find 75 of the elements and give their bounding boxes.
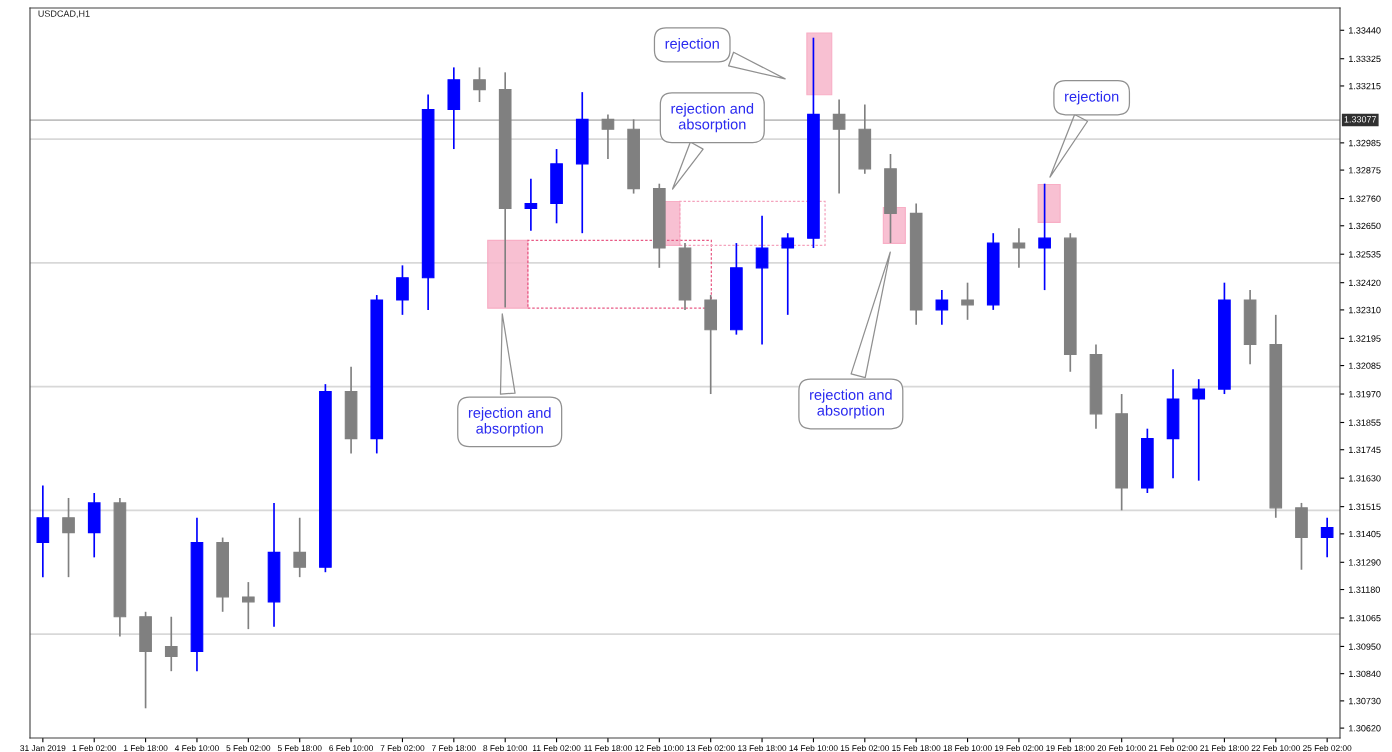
candlestick	[755, 215, 769, 346]
y-tick-label: 1.32760	[1349, 195, 1381, 202]
x-tick-label: 6 Feb 10:00	[329, 744, 373, 752]
x-tick-label: 13 Feb 02:00	[686, 744, 735, 752]
x-tick-label: 14 Feb 10:00	[789, 744, 838, 752]
y-tick-label: 1.31290	[1349, 559, 1381, 566]
candlestick	[1038, 182, 1051, 291]
annotation: rejection and absorption	[810, 389, 892, 419]
x-tick-label: 19 Feb 02:00	[995, 744, 1044, 752]
candlestick	[935, 289, 949, 326]
x-tick-label: 21 Feb 02:00	[1148, 744, 1198, 752]
y-tick-label: 1.32420	[1349, 279, 1381, 287]
y-tick-label: 1.30840	[1349, 670, 1381, 678]
x-tick-label: 7 Feb 18:00	[432, 744, 476, 752]
x-tick-label: 22 Feb 10:00	[1251, 744, 1301, 752]
x-tick-label: 13 Feb 18:00	[738, 744, 787, 752]
x-tick-label: 5 Feb 02:00	[226, 744, 271, 752]
annotation: rejection and absorption	[671, 103, 754, 133]
x-tick-label: 1 Feb 18:00	[123, 744, 168, 752]
x-tick-label: 8 Feb 10:00	[483, 744, 528, 752]
candlestick	[293, 516, 307, 578]
x-tick-label: 18 Feb 10:00	[943, 744, 992, 752]
candlestick	[601, 113, 615, 160]
y-tick-label: 1.31630	[1349, 475, 1381, 482]
x-tick-label: 11 Feb 02:00	[532, 744, 581, 752]
x-tick-label: 4 Feb 10:00	[174, 744, 219, 752]
candlestick	[961, 281, 974, 321]
x-tick-label: 5 Feb 18:00	[277, 744, 322, 752]
x-tick-label: 12 Feb 10:00	[635, 744, 684, 752]
candlestick	[473, 66, 486, 103]
y-tick-label: 1.30950	[1349, 643, 1381, 650]
candlestick	[1192, 378, 1206, 482]
x-tick-label: 11 Feb 18:00	[584, 744, 632, 752]
y-tick-label: 1.33215	[1349, 82, 1381, 90]
candlestick	[396, 264, 409, 316]
candlestick	[524, 177, 538, 232]
x-tick-label: 20 Feb 10:00	[1097, 744, 1146, 752]
y-tick-label: 1.32650	[1349, 222, 1381, 230]
y-tick-label: 1.32875	[1349, 167, 1381, 174]
ref-line-label: 1.33077	[1344, 116, 1377, 123]
annotation: rejection	[1065, 90, 1119, 105]
x-tick-label: 21 Feb 18:00	[1200, 744, 1249, 752]
y-tick-label: 1.32195	[1349, 335, 1381, 342]
candlestick	[241, 581, 255, 630]
y-tick-label: 1.30620	[1349, 725, 1381, 732]
candlestick	[164, 615, 178, 673]
y-tick-label: 1.31970	[1349, 391, 1381, 398]
y-tick-label: 1.31180	[1349, 586, 1380, 593]
y-tick-label: 1.31515	[1349, 503, 1381, 510]
y-tick-label: 1.32085	[1349, 362, 1381, 369]
y-tick-label: 1.30730	[1349, 697, 1381, 705]
y-tick-label: 1.31405	[1349, 530, 1381, 538]
x-tick-label: 31 Jan 2019	[20, 745, 66, 752]
candlestick	[832, 98, 846, 195]
y-tick-label: 1.31065	[1349, 614, 1381, 622]
x-tick-label: 25 Feb 02:00	[1303, 744, 1352, 752]
y-tick-label: 1.33440	[1349, 27, 1381, 34]
y-tick-label: 1.33325	[1349, 55, 1381, 63]
x-tick-label: 15 Feb 18:00	[892, 744, 941, 752]
y-tick-label: 1.32535	[1349, 251, 1381, 258]
y-tick-label: 1.32985	[1349, 139, 1381, 147]
x-tick-label: 7 Feb 02:00	[380, 744, 425, 752]
candlestick	[781, 232, 795, 316]
x-tick-label: 15 Feb 02:00	[840, 744, 890, 752]
y-tick-label: 1.32310	[1349, 306, 1381, 314]
y-tick-label: 1.31855	[1349, 419, 1381, 426]
x-tick-label: 19 Feb 18:00	[1046, 744, 1095, 752]
annotation: rejection and absorption	[468, 407, 551, 437]
candlestick	[1012, 227, 1026, 269]
candlestick	[62, 497, 75, 578]
annotation: rejection	[665, 38, 719, 52]
x-tick-label: 1 Feb 02:00	[72, 744, 117, 752]
candlestick	[1320, 516, 1334, 559]
chart-title: USDCAD,H1	[38, 10, 90, 18]
y-tick-label: 1.31745	[1349, 446, 1381, 454]
